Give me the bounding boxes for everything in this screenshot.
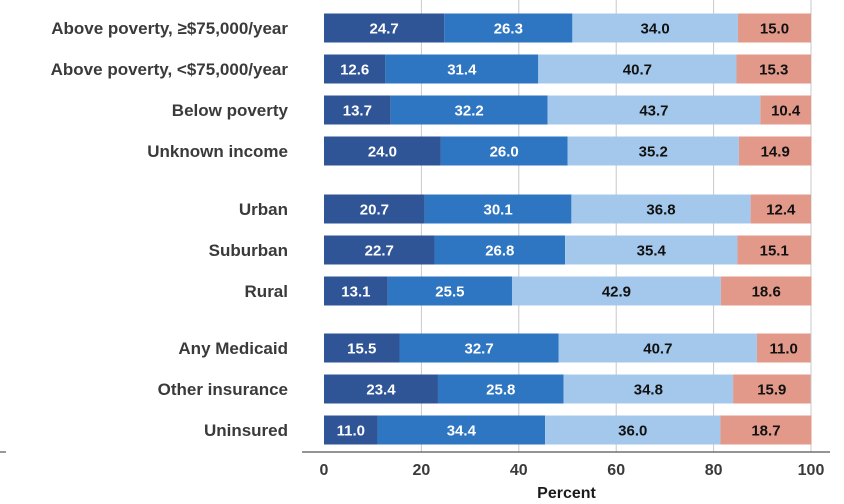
- category-label-0: Above poverty, ≥$75,000/year: [51, 19, 288, 38]
- data-label-0-1: 26.3: [494, 21, 523, 38]
- data-label-9-0: 11.0: [337, 423, 365, 440]
- x-tick-label-1: 20: [413, 462, 431, 479]
- data-label-6-0: 13.1: [341, 284, 370, 301]
- data-label-2-1: 32.2: [455, 103, 484, 120]
- category-label-2: Below poverty: [172, 101, 289, 120]
- data-label-2-3: 10.4: [771, 103, 801, 120]
- data-label-3-0: 24.0: [368, 144, 397, 161]
- data-label-1-2: 40.7: [623, 62, 652, 79]
- x-tick-label-4: 80: [705, 462, 723, 479]
- category-labels: Above poverty, ≥$75,000/year Above povert…: [51, 19, 289, 440]
- category-label-4: Urban: [239, 200, 288, 219]
- data-label-7-0: 15.5: [347, 341, 376, 358]
- data-label-1-3: 15.3: [759, 62, 788, 79]
- category-label-9: Uninsured: [204, 421, 288, 440]
- category-label-7: Any Medicaid: [178, 339, 288, 358]
- data-label-0-0: 24.7: [370, 21, 399, 38]
- x-tick-label-2: 40: [510, 462, 528, 479]
- x-tick-label-0: 0: [320, 462, 329, 479]
- data-label-9-2: 36.0: [618, 423, 647, 440]
- data-label-0-3: 15.0: [760, 21, 789, 38]
- data-label-8-3: 15.9: [757, 382, 786, 399]
- data-label-7-2: 40.7: [643, 341, 672, 358]
- data-label-8-1: 25.8: [486, 382, 515, 399]
- data-label-7-1: 32.7: [465, 341, 494, 358]
- x-axis-title: Percent: [537, 485, 596, 502]
- x-tick-label-5: 100: [798, 462, 825, 479]
- bars: 24.7 26.3 34.0 15.0 12.6 31.4 40.7 15.3 13.7 32.2…: [324, 14, 811, 445]
- data-label-6-2: 42.9: [602, 284, 631, 301]
- data-label-5-0: 22.7: [365, 243, 394, 260]
- data-label-5-1: 26.8: [485, 243, 514, 260]
- data-label-2-0: 13.7: [343, 103, 372, 120]
- category-label-8: Other insurance: [158, 380, 288, 399]
- x-tick-label-3: 60: [607, 462, 625, 479]
- data-label-1-0: 12.6: [340, 62, 369, 79]
- data-label-8-0: 23.4: [366, 382, 396, 399]
- data-label-4-0: 20.7: [360, 202, 389, 219]
- data-label-2-2: 43.7: [639, 103, 668, 120]
- data-label-9-3: 18.7: [751, 423, 780, 440]
- data-label-6-3: 18.6: [752, 284, 781, 301]
- data-label-3-2: 35.2: [639, 144, 668, 161]
- category-label-6: Rural: [245, 282, 288, 301]
- data-label-4-3: 12.4: [766, 202, 796, 219]
- category-label-3: Unknown income: [147, 142, 288, 161]
- x-axis: 0 20 40 60 80 100: [0, 452, 830, 479]
- data-label-6-1: 25.5: [435, 284, 464, 301]
- data-label-3-3: 14.9: [761, 144, 790, 161]
- data-label-7-3: 11.0: [770, 341, 798, 358]
- data-label-4-2: 36.8: [646, 202, 675, 219]
- data-label-4-1: 30.1: [484, 202, 513, 219]
- data-label-1-1: 31.4: [447, 62, 477, 79]
- data-label-5-2: 35.4: [637, 243, 667, 260]
- data-label-9-1: 34.4: [447, 423, 477, 440]
- data-label-3-1: 26.0: [490, 144, 519, 161]
- data-label-8-2: 34.8: [634, 382, 663, 399]
- category-label-1: Above poverty, <$75,000/year: [51, 60, 289, 79]
- data-label-0-2: 34.0: [641, 21, 670, 38]
- category-label-5: Suburban: [209, 241, 288, 260]
- data-label-5-3: 15.1: [760, 243, 789, 260]
